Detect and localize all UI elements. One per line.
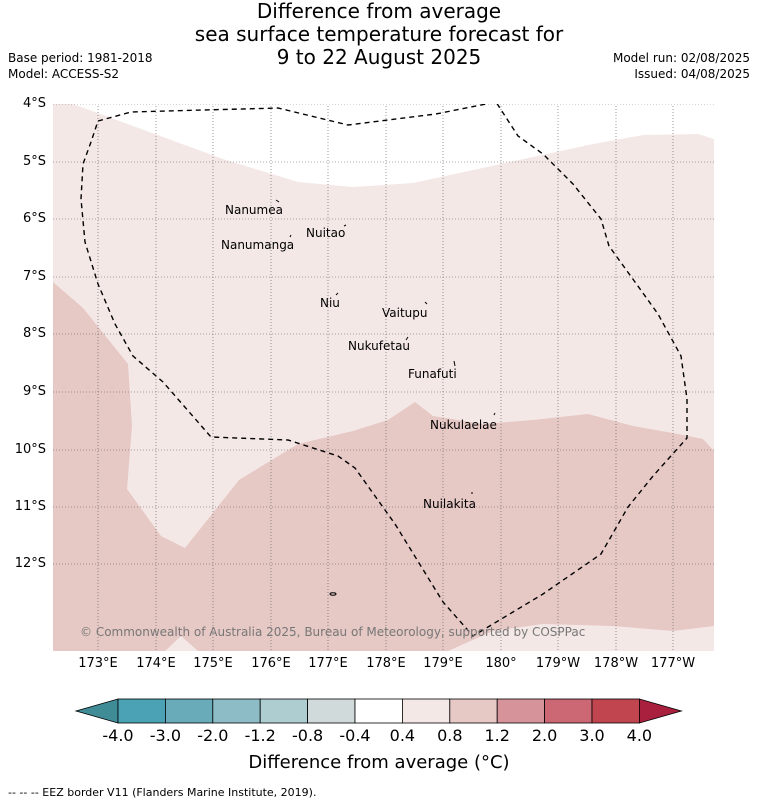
colorbar-segment (591, 698, 640, 724)
colorbar-extend-high (639, 698, 683, 724)
lon-label: 179°E (423, 656, 463, 671)
lon-label: 178°E (366, 656, 406, 671)
reef-mark (329, 592, 337, 596)
model-run: Model run: 02/08/2025 (612, 51, 750, 65)
island-mark-nanumea (275, 199, 280, 203)
base-period: Base period: 1981-2018 (8, 51, 153, 65)
colorbar-segment (354, 698, 403, 724)
lat-label: 8°S (22, 326, 46, 341)
colorbar-segment (117, 698, 166, 724)
title-line-1: Difference from average (256, 0, 502, 23)
island-mark-vaitupu (424, 301, 428, 305)
colorbar-segment (544, 698, 593, 724)
island-mark-nukufetau (405, 336, 409, 341)
island-label-niu: Niu (320, 296, 340, 310)
issued-date: Issued: 04/08/2025 (634, 67, 750, 81)
colorbar-tick-label: 3.0 (579, 726, 605, 745)
longitude-gridlines (97, 104, 674, 651)
lon-label: 177°W (650, 656, 696, 671)
colorbar-segment (449, 698, 498, 724)
island-mark-funafuti (453, 360, 456, 367)
eez-source-note: -- -- -- EEZ border V11 (Flanders Marine… (8, 786, 317, 799)
island-mark-nuitao (343, 224, 347, 227)
island-mark-nanumanga (289, 234, 292, 238)
lon-label: 178°W (593, 656, 639, 671)
island-mark-nukulaelae (493, 412, 496, 416)
anomaly-band-medium (53, 282, 714, 651)
colorbar-tick-label: -0.4 (339, 726, 371, 745)
eez-border (80, 104, 688, 637)
colorbar (74, 698, 683, 724)
colorbar-segment (401, 698, 451, 724)
colorbar-segments (74, 698, 683, 724)
island-marks (275, 199, 496, 596)
island-label-nukufetau: Nukufetau (348, 339, 410, 353)
island-label-nanumea: Nanumea (225, 203, 283, 217)
lon-label: 173°E (78, 656, 118, 671)
colorbar-label: Difference from average (°C) (248, 752, 510, 773)
island-label-vaitupu: Vaitupu (382, 306, 428, 320)
lat-label: 6°S (22, 211, 46, 226)
title-line-2: sea surface temperature forecast for (194, 22, 564, 46)
lat-label: 9°S (22, 384, 46, 399)
island-label-nuilakita: Nuilakita (423, 497, 476, 511)
lat-label: 7°S (22, 269, 46, 284)
title-line-3: 9 to 22 August 2025 (276, 45, 482, 69)
island-label-nukulaelae: Nukulaelae (430, 418, 497, 432)
model-name: Model: ACCESS-S2 (8, 67, 120, 81)
colorbar-tick-label: 2.0 (531, 726, 558, 745)
island-mark-niu (335, 292, 339, 296)
colorbar-tick-label: 1.2 (484, 726, 510, 745)
anomaly-band-light-south (448, 624, 714, 651)
colorbar-tick-label: 0.8 (437, 726, 463, 745)
sst-anomaly-map: Nanumea Nuitao Nanumanga Niu Vaitupu Nuk… (53, 104, 714, 651)
lon-label: 177°E (308, 656, 348, 671)
colorbar-tick-label: -4.0 (102, 726, 134, 745)
colorbar-tick-label: 4.0 (626, 726, 653, 745)
island-label-funafuti: Funafuti (408, 367, 457, 381)
lat-label: 11°S (14, 499, 46, 514)
colorbar-segment (496, 698, 546, 724)
colorbar-segment (259, 698, 308, 724)
island-label-nuitao: Nuitao (306, 226, 345, 240)
colorbar-tick-label: -2.0 (197, 726, 229, 745)
colorbar-segment (212, 698, 261, 724)
anomaly-band-light-southwest (165, 636, 198, 651)
colorbar-tick-label: 0.4 (389, 726, 416, 745)
lat-label: 10°S (14, 442, 46, 457)
latitude-gridlines (53, 104, 714, 565)
lon-label: 180° (485, 656, 517, 671)
lon-label: 175°E (193, 656, 233, 671)
lon-label: 179°W (535, 656, 581, 671)
lat-label: 5°S (22, 154, 46, 169)
copyright-notice: © Commonwealth of Australia 2025, Bureau… (80, 625, 585, 639)
lon-label: 176°E (251, 656, 291, 671)
colorbar-tick-label: -3.0 (149, 726, 181, 745)
lat-label: 12°S (14, 556, 46, 571)
colorbar-tick-label: -0.8 (291, 726, 324, 745)
colorbar-segment (165, 698, 214, 724)
colorbar-segment (307, 698, 356, 724)
lon-label: 174°E (136, 656, 176, 671)
colorbar-extend-low (74, 698, 119, 724)
lat-label: 4°S (22, 96, 46, 111)
colorbar-tick-label: -1.2 (244, 726, 276, 745)
island-label-nanumanga: Nanumanga (221, 238, 294, 252)
